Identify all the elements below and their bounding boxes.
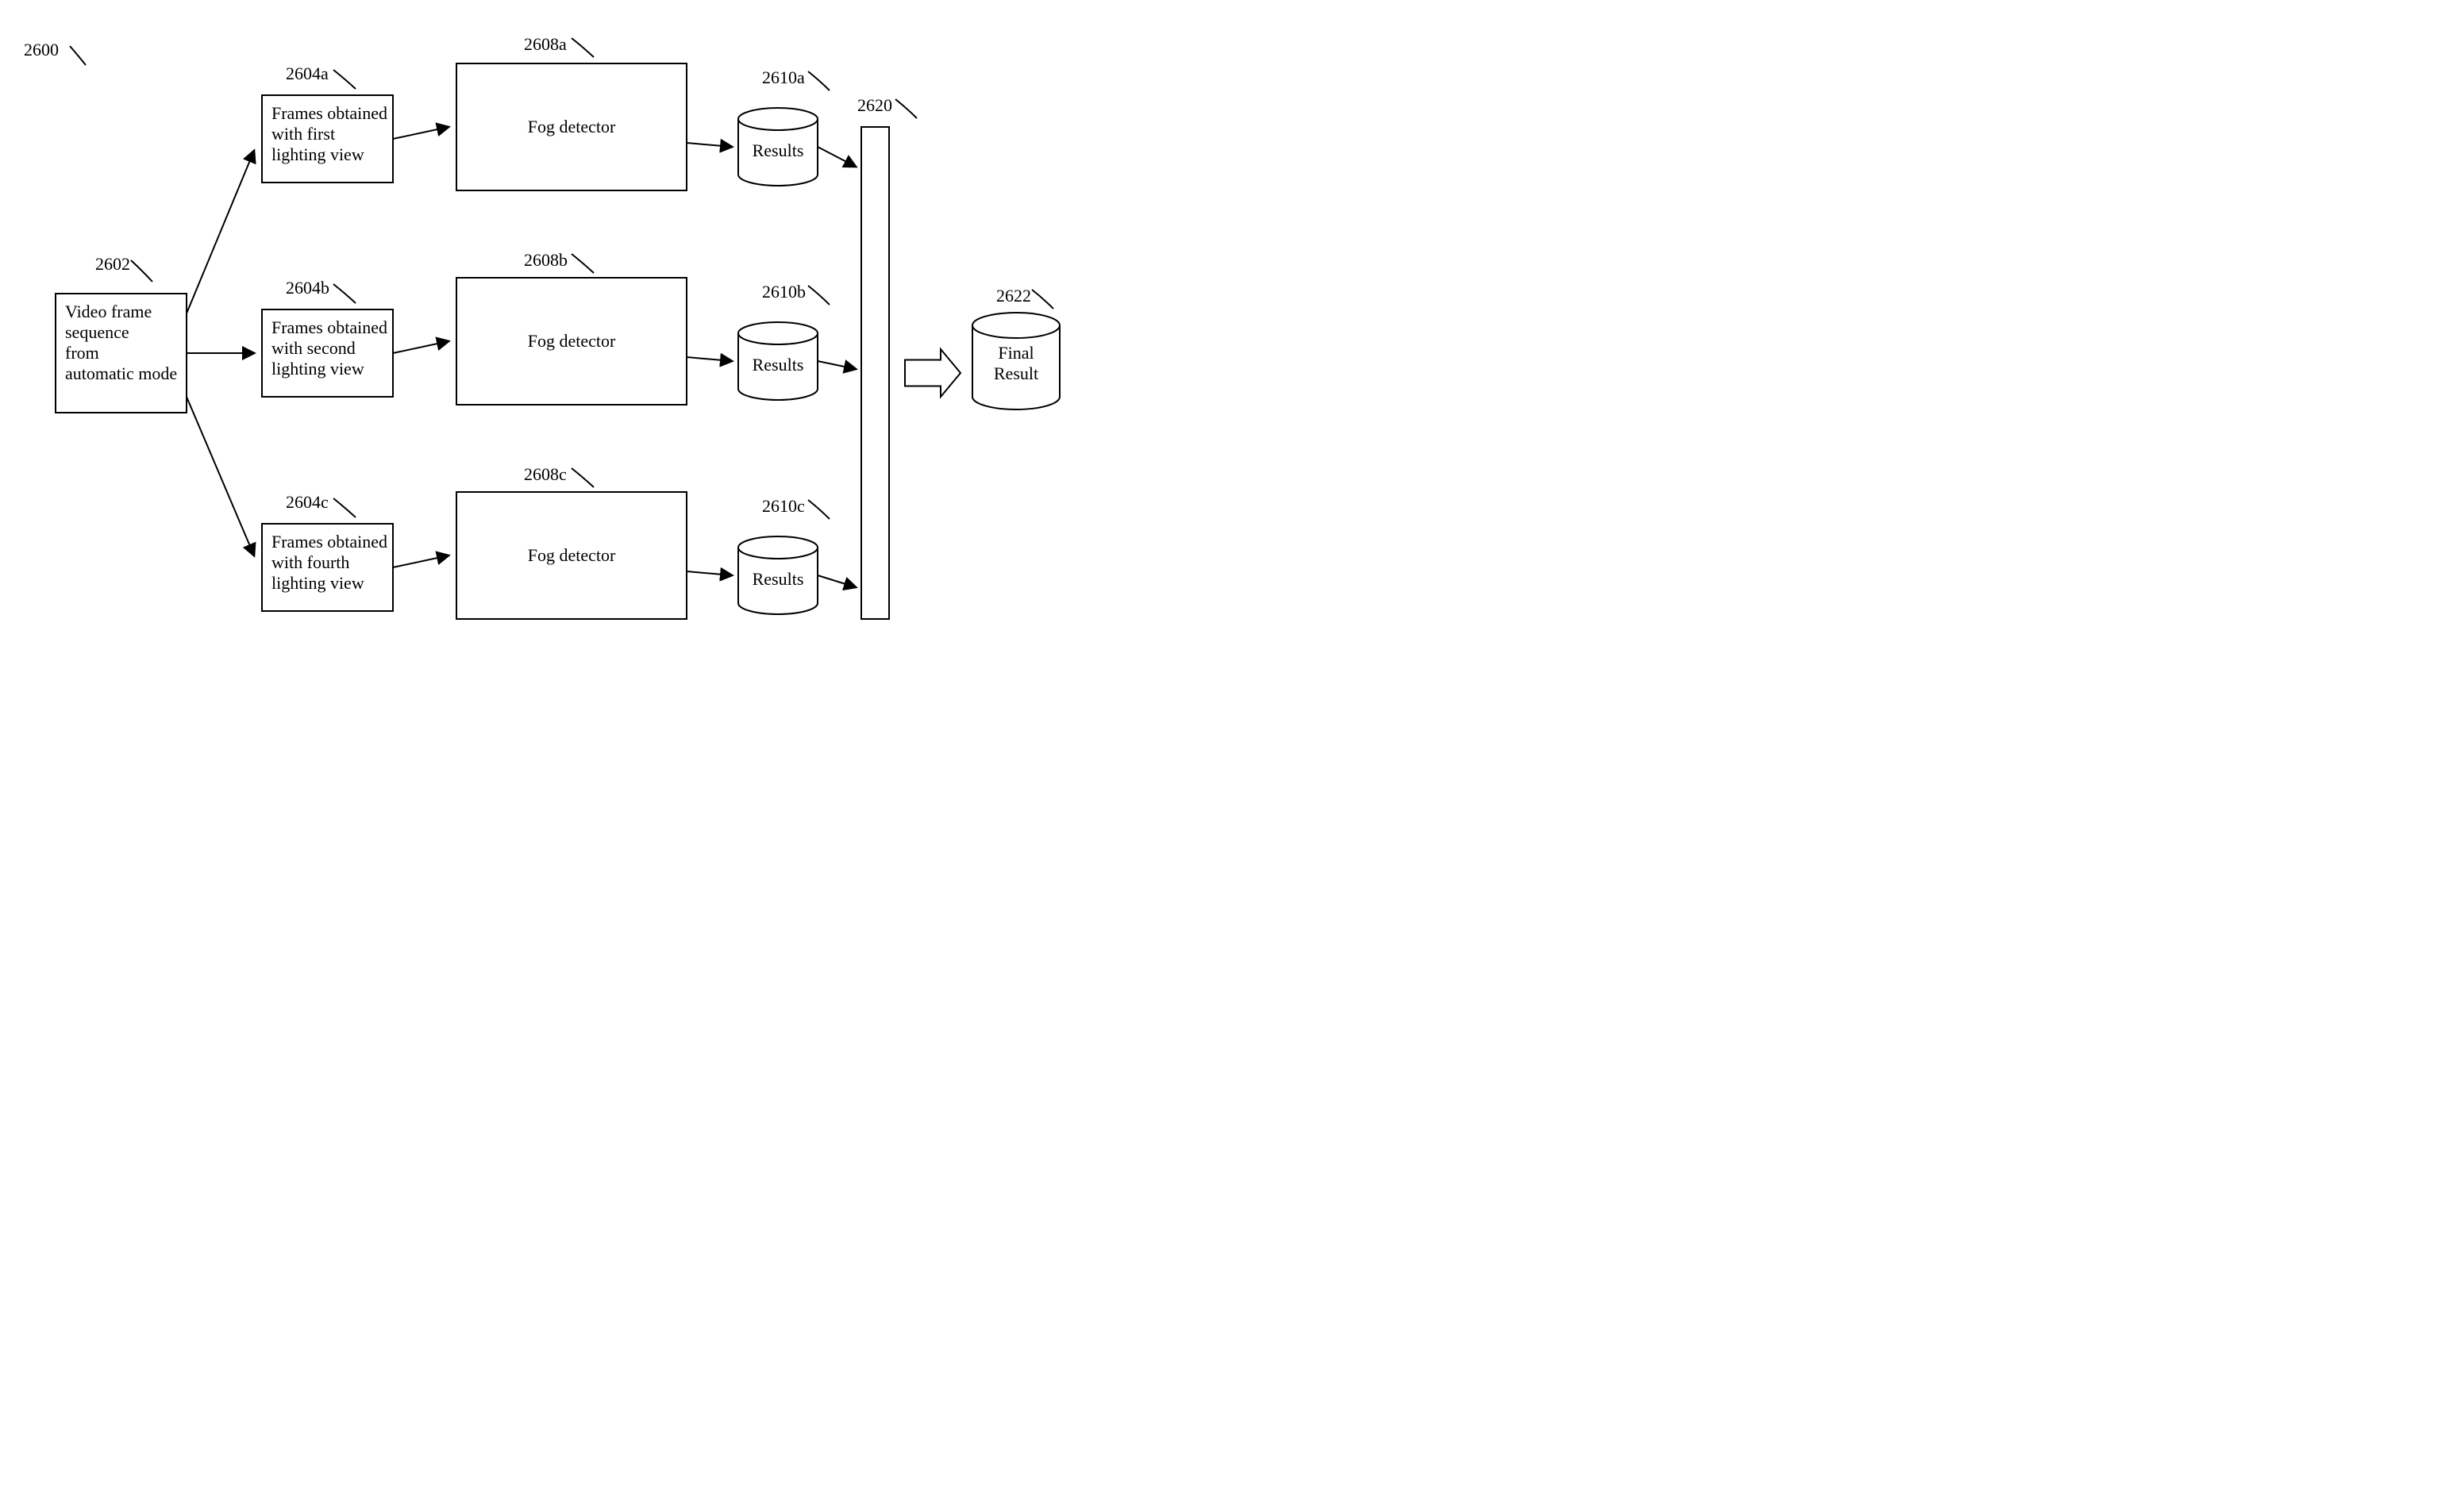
- edge-frames_b-to-detector_b: [393, 341, 449, 353]
- node-2608b-label: Fog detector: [528, 331, 616, 351]
- node-2604b-label-line: Frames obtained: [271, 317, 387, 337]
- edge-source-to-frames_a: [187, 151, 254, 313]
- node-2602-ref: 2602: [95, 254, 130, 274]
- edge-results_a-to-combiner: [818, 147, 856, 167]
- node-2602-label-line: from: [65, 343, 99, 363]
- node-2610a-ref: 2610a: [762, 67, 805, 87]
- node-2604a-label-line: lighting view: [271, 144, 364, 164]
- node-2604a-ref: 2604a: [286, 63, 329, 83]
- edge-results_c-to-combiner: [818, 575, 856, 587]
- node-2610c: [738, 536, 818, 559]
- node-2604c-label-line: Frames obtained: [271, 532, 387, 552]
- node-2620-ref: 2620: [857, 95, 892, 115]
- node-2610b-label: Results: [753, 355, 804, 375]
- edge-results_b-to-combiner: [818, 361, 856, 369]
- edge-frames_c-to-detector_c: [393, 555, 449, 567]
- fig-2600: 2600: [24, 40, 59, 60]
- node-2610a-label: Results: [753, 140, 804, 160]
- node-2608b-ref: 2608b: [524, 250, 568, 270]
- node-2610b-ref: 2610b: [762, 282, 806, 302]
- node-2608a-label: Fog detector: [528, 117, 616, 136]
- node-2610c-label: Results: [753, 569, 804, 589]
- node-2622-label-line: Result: [994, 363, 1038, 383]
- node-2604c-label-line: with fourth: [271, 552, 349, 572]
- node-2622-ref: 2622: [996, 286, 1031, 306]
- edge-detector_c-to-results_c: [687, 571, 732, 575]
- node-2610b: [738, 322, 818, 344]
- node-2602-label-line: automatic mode: [65, 363, 177, 383]
- edge-frames_a-to-detector_a: [393, 127, 449, 139]
- node-2610c-ref: 2610c: [762, 496, 805, 516]
- node-2608c-label: Fog detector: [528, 545, 616, 565]
- node-2604b-label-line: lighting view: [271, 359, 364, 379]
- diagram-layer: 2600 Video framesequencefromautomatic mod…: [24, 34, 1060, 619]
- node-2602-label-line: Video frame: [65, 302, 152, 321]
- block-arrow-icon: [905, 349, 961, 397]
- node-2608c-ref: 2608c: [524, 464, 567, 484]
- node-2620: [861, 127, 889, 619]
- node-2608a-ref: 2608a: [524, 34, 567, 54]
- node-2604b-label-line: with second: [271, 338, 356, 358]
- node-2604b-ref: 2604b: [286, 278, 329, 298]
- flowchart-diagram: 2600 Video framesequencefromautomatic mod…: [0, 0, 1232, 752]
- edge-detector_a-to-results_a: [687, 143, 732, 147]
- node-2604c-ref: 2604c: [286, 492, 329, 512]
- node-2604a-label-line: with first: [271, 124, 335, 144]
- node-2622-label-line: Final: [998, 343, 1034, 363]
- node-2610a: [738, 108, 818, 130]
- edge-source-to-frames_c: [187, 397, 254, 555]
- node-2602-label-line: sequence: [65, 322, 129, 342]
- node-2622: [972, 313, 1060, 338]
- edge-detector_b-to-results_b: [687, 357, 732, 361]
- node-2604a-label-line: Frames obtained: [271, 103, 387, 123]
- node-2604c-label-line: lighting view: [271, 573, 364, 593]
